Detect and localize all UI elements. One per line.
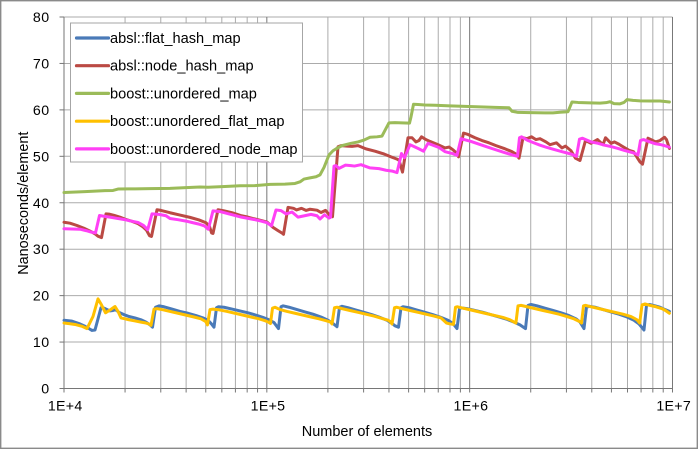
svg-text:1E+6: 1E+6 — [454, 399, 489, 415]
svg-text:1E+5: 1E+5 — [251, 399, 286, 415]
svg-text:10: 10 — [33, 335, 50, 351]
svg-text:Nanoseconds/element: Nanoseconds/element — [16, 132, 32, 275]
svg-text:30: 30 — [33, 242, 50, 258]
svg-text:boost::unordered_flat_map: boost::unordered_flat_map — [110, 114, 284, 130]
svg-text:Number of elements: Number of elements — [302, 424, 433, 440]
svg-text:1E+4: 1E+4 — [48, 399, 83, 415]
svg-text:20: 20 — [33, 289, 50, 305]
svg-text:1E+7: 1E+7 — [656, 399, 691, 415]
svg-text:absl::node_hash_map: absl::node_hash_map — [110, 59, 254, 75]
svg-text:70: 70 — [33, 56, 50, 72]
svg-text:60: 60 — [33, 103, 50, 119]
svg-text:0: 0 — [41, 382, 49, 398]
svg-text:absl::flat_hash_map: absl::flat_hash_map — [110, 31, 241, 47]
svg-text:boost::unordered_map: boost::unordered_map — [110, 86, 257, 102]
svg-text:50: 50 — [33, 149, 50, 165]
svg-text:40: 40 — [33, 196, 50, 212]
svg-text:boost::unordered_node_map: boost::unordered_node_map — [110, 142, 297, 158]
svg-text:80: 80 — [33, 10, 50, 26]
